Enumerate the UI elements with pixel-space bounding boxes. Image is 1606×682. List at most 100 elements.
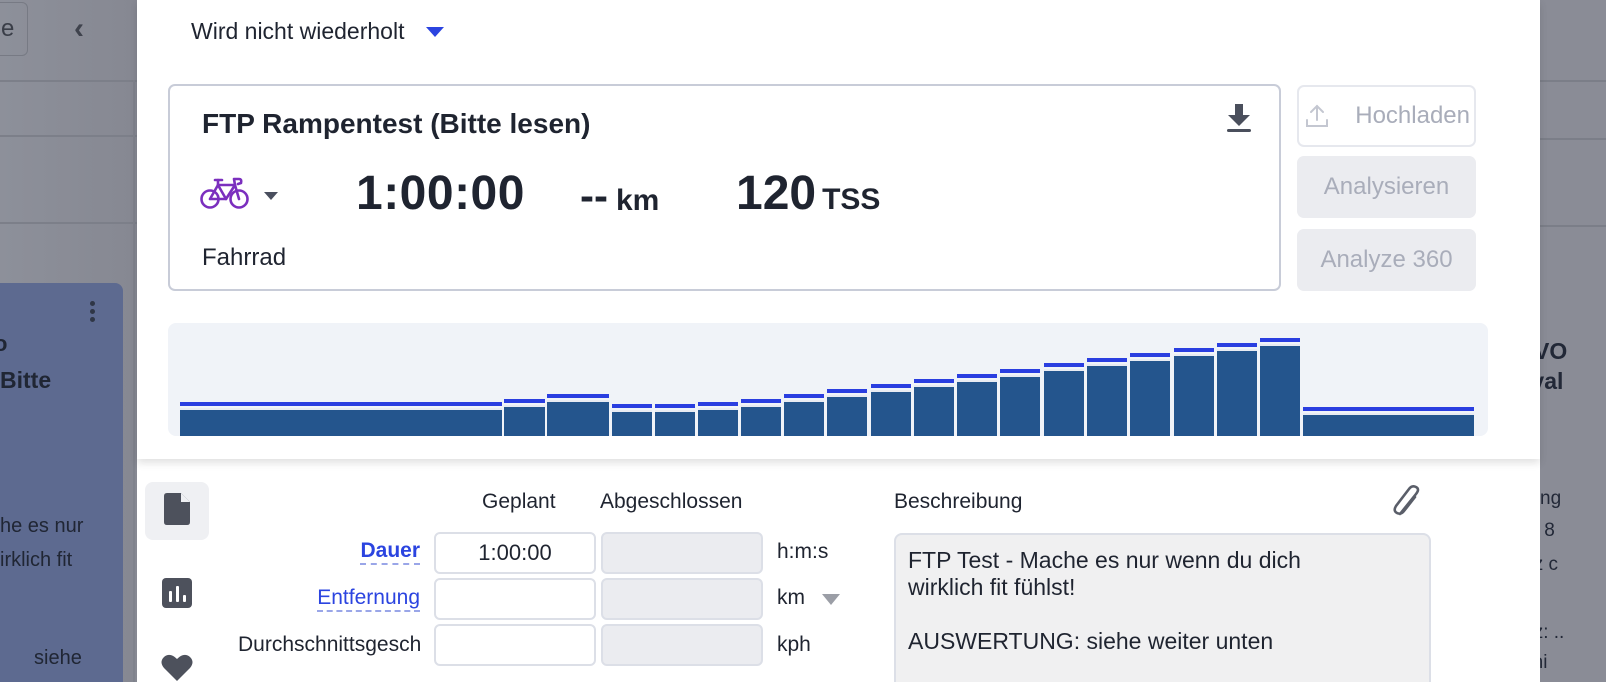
interval-target-cap [957, 374, 997, 378]
workout-interval-bar[interactable] [914, 379, 954, 436]
repeat-dropdown[interactable]: Wird nicht wiederholt [191, 18, 445, 45]
description-textarea[interactable]: FTP Test - Mache es nur wenn du dich wir… [894, 533, 1431, 682]
workout-interval-bar[interactable] [180, 402, 502, 436]
distance-unit-select[interactable]: km [777, 586, 805, 609]
card-text: Bitte [0, 367, 52, 393]
interval-target-cap [784, 394, 824, 398]
sport-selector[interactable] [200, 176, 278, 215]
planned-duration: 1:00:00 [356, 167, 525, 220]
distance-value: -- [580, 172, 608, 219]
interval-target-cap [1087, 358, 1127, 362]
interval-target-cap [655, 404, 695, 408]
workout-title[interactable]: FTP Rampentest (Bitte lesen) [202, 108, 591, 139]
bar-chart-icon [162, 577, 192, 613]
chevron-left-icon: ‹ [74, 12, 84, 45]
workout-interval-bar[interactable] [871, 384, 911, 436]
interval-target-cap [1260, 338, 1300, 342]
tss-unit: TSS [822, 183, 881, 216]
interval-target-cap [698, 402, 738, 406]
completed-speed-input[interactable] [601, 624, 763, 666]
interval-target-cap [547, 394, 609, 398]
planned-duration-input[interactable]: 1:00:00 [434, 532, 596, 574]
interval-target-cap [741, 399, 781, 403]
completed-distance-input[interactable] [601, 578, 763, 620]
card-text: he es nur [0, 515, 84, 537]
background-button: e [0, 2, 28, 56]
analyze-360-button[interactable]: Analyze 360 [1297, 229, 1476, 291]
planned-distance-input[interactable] [434, 578, 596, 620]
workout-modal: Wird nicht wiederholt FTP Rampentest (Bi… [137, 0, 1540, 682]
interval-target-cap [1303, 407, 1474, 411]
tab-details[interactable] [145, 482, 209, 540]
upload-button[interactable]: Hochladen [1297, 85, 1476, 147]
workout-interval-bar[interactable] [1260, 338, 1300, 436]
interval-target-cap [504, 399, 545, 403]
workout-interval-bar[interactable] [612, 404, 652, 436]
caret-down-icon [264, 191, 278, 200]
detail-tabs [145, 482, 209, 682]
planned-speed-input[interactable] [434, 624, 596, 666]
speed-unit: kph [777, 633, 811, 656]
workout-interval-bar[interactable] [1303, 407, 1474, 436]
interval-target-cap [1217, 343, 1257, 347]
background-left-pane: e ‹ o Bitte he es nur irklich fit siehe [0, 0, 137, 682]
workout-interval-bar[interactable] [1130, 353, 1170, 436]
heart-icon [161, 654, 193, 682]
upload-button-label: Hochladen [1355, 102, 1470, 129]
workout-header-panel: Wird nicht wiederholt FTP Rampentest (Bi… [137, 0, 1540, 459]
background-button-label: e [1, 15, 15, 42]
bike-icon [200, 176, 250, 215]
divider [1540, 80, 1606, 82]
tss-value: 120 [736, 167, 817, 220]
interval-target-cap [827, 389, 867, 393]
description-label: Beschreibung [894, 490, 1023, 513]
workout-interval-bar[interactable] [827, 389, 867, 436]
divider [133, 80, 135, 682]
analyze-button[interactable]: Analysieren [1297, 156, 1476, 218]
caret-down-icon [426, 26, 445, 37]
workout-interval-bar[interactable] [1217, 343, 1257, 436]
workout-interval-bar[interactable] [1044, 363, 1084, 436]
background-workout-card: o Bitte he es nur irklich fit siehe [0, 283, 123, 682]
interval-target-cap [1000, 369, 1040, 373]
divider [0, 80, 137, 82]
workout-interval-bar[interactable] [1000, 369, 1040, 436]
distance-unit: km [615, 184, 660, 217]
download-icon[interactable] [1225, 102, 1253, 134]
workout-interval-bar[interactable] [1087, 358, 1127, 436]
workout-interval-bar[interactable] [698, 402, 738, 436]
interval-target-cap [871, 384, 911, 388]
workout-interval-bar[interactable] [784, 394, 824, 436]
workout-interval-bar[interactable] [957, 374, 997, 436]
workout-interval-bar[interactable] [1174, 348, 1214, 436]
tab-health[interactable] [145, 650, 209, 682]
distance-label[interactable]: Entfernung [317, 586, 420, 612]
column-header-planned: Geplant [482, 490, 556, 513]
divider [0, 222, 137, 224]
background-right-pane: 30 VO terval icklung ung: 8 uenz c ax ue… [1502, 0, 1606, 682]
completed-duration-input[interactable] [601, 532, 763, 574]
divider [1540, 225, 1606, 227]
workout-interval-bar[interactable] [655, 404, 695, 436]
interval-target-cap [1130, 353, 1170, 357]
workout-structure-chart[interactable] [168, 323, 1488, 436]
workout-summary-card: FTP Rampentest (Bitte lesen) [168, 84, 1281, 291]
caret-down-icon[interactable] [822, 594, 840, 605]
workout-interval-bar[interactable] [741, 399, 781, 436]
divider [1540, 138, 1606, 140]
workout-interval-bar[interactable] [504, 399, 545, 436]
planned-tss: 120 TSS [736, 166, 880, 221]
card-text: siehe [34, 647, 82, 669]
tab-stats[interactable] [145, 566, 209, 624]
interval-target-cap [1044, 363, 1084, 367]
duration-unit: h:m:s [777, 540, 829, 563]
interval-target-cap [612, 404, 652, 408]
planned-distance: -- km [580, 172, 659, 220]
interval-target-cap [180, 402, 502, 406]
duration-label[interactable]: Dauer [360, 539, 420, 565]
workout-interval-bar[interactable] [547, 394, 609, 436]
sport-label: Fahrrad [202, 244, 287, 271]
paperclip-icon[interactable] [1391, 484, 1425, 520]
more-options-icon [90, 301, 95, 325]
interval-target-cap [914, 379, 954, 383]
